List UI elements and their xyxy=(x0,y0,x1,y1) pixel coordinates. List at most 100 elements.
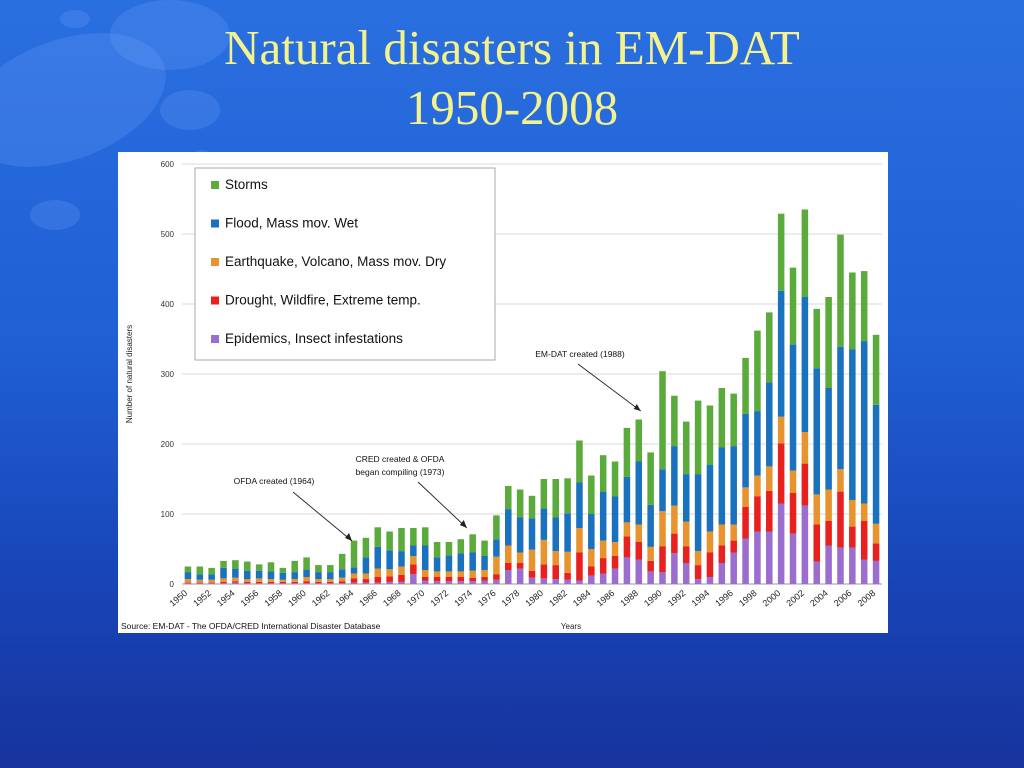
bar-segment xyxy=(350,582,358,584)
bar-segment xyxy=(457,571,465,577)
bar-segment xyxy=(588,575,595,584)
bar-segment xyxy=(611,542,619,556)
bar-segment xyxy=(849,526,856,548)
bar-segment xyxy=(564,478,571,514)
bar-segment xyxy=(682,521,690,547)
y-tick-label: 200 xyxy=(161,440,175,449)
bar-segment xyxy=(576,580,583,584)
bar-segment xyxy=(279,583,287,584)
bar-segment xyxy=(718,447,726,525)
legend-swatch xyxy=(211,181,219,189)
bar-segment xyxy=(362,582,370,584)
bar-segment xyxy=(623,536,631,558)
bar-segment xyxy=(754,411,761,476)
bar-segment xyxy=(516,552,524,563)
bar-segment xyxy=(208,582,215,584)
bar-segment xyxy=(540,508,548,540)
bar-segment xyxy=(849,547,856,584)
bar-segment xyxy=(611,461,619,497)
bar-segment xyxy=(232,577,239,582)
bar-segment xyxy=(184,572,192,580)
bar-segment xyxy=(789,344,797,471)
bar-segment xyxy=(635,524,643,542)
bar-segment xyxy=(754,531,761,584)
x-tick-label: 2002 xyxy=(784,588,806,609)
bar-segment xyxy=(742,413,749,488)
bar-segment xyxy=(718,388,726,448)
x-tick-label: 1986 xyxy=(595,588,617,609)
bar-segment xyxy=(232,581,239,583)
bar-segment xyxy=(552,579,559,584)
bar-segment xyxy=(255,564,263,571)
bar-segment xyxy=(493,574,500,580)
bar-segment xyxy=(671,553,678,584)
bar-segment xyxy=(516,517,524,553)
bar-segment xyxy=(196,582,204,584)
bar-segment xyxy=(540,564,548,579)
bar-segment xyxy=(516,489,524,518)
bar-segment xyxy=(623,427,631,477)
legend-label: Drought, Wildfire, Extreme temp. xyxy=(225,293,421,308)
bar-segment xyxy=(433,577,441,582)
y-tick-label: 500 xyxy=(161,230,175,239)
bar-segment xyxy=(184,583,192,584)
legend-label: Flood, Mass mov. Wet xyxy=(225,216,358,231)
bar-segment xyxy=(315,579,322,582)
bar-segment xyxy=(469,581,476,584)
annotation-arrowhead xyxy=(345,533,353,541)
bar-segment xyxy=(718,545,726,563)
bar-segment xyxy=(279,572,287,580)
bar-segment xyxy=(327,581,334,584)
bar-segment xyxy=(220,581,227,584)
bar-segment xyxy=(564,572,571,580)
bar-segment xyxy=(754,330,761,412)
bar-segment xyxy=(303,583,310,584)
bar-segment xyxy=(410,564,417,575)
bar-segment xyxy=(303,557,310,570)
bar-segment xyxy=(291,572,298,580)
bar-segment xyxy=(635,461,643,525)
bar-segment xyxy=(718,524,726,546)
bar-segment xyxy=(837,234,844,347)
bar-segment xyxy=(730,446,737,525)
bar-segment xyxy=(528,570,536,578)
bar-segment xyxy=(267,562,275,572)
bar-segment xyxy=(232,582,239,584)
bar-segment xyxy=(528,577,536,584)
bar-segment xyxy=(825,489,832,521)
bar-segment xyxy=(184,579,192,583)
y-tick-label: 100 xyxy=(161,510,175,519)
legend-label: Storms xyxy=(225,177,268,192)
bar-segment xyxy=(386,576,393,582)
bar-segment xyxy=(350,540,358,568)
bar-segment xyxy=(659,511,666,547)
bar-segment xyxy=(516,568,524,584)
bar-segment xyxy=(362,579,370,583)
bar-segment xyxy=(599,491,607,541)
bar-segment xyxy=(184,582,192,584)
bar-segment xyxy=(362,537,370,558)
bar-segment xyxy=(398,566,405,575)
x-tick-label: 2006 xyxy=(832,588,854,609)
bar-segment xyxy=(540,539,548,565)
y-tick-label: 600 xyxy=(161,160,175,169)
bar-segment xyxy=(386,550,393,570)
bar-segment xyxy=(291,560,298,573)
legend-swatch xyxy=(211,335,219,343)
bar-segment xyxy=(659,469,666,512)
bar-segment xyxy=(220,560,227,568)
bar-segment xyxy=(872,560,880,584)
bar-segment xyxy=(860,559,868,584)
bar-segment xyxy=(789,267,797,345)
bar-segment xyxy=(564,513,571,552)
annotation-label: began compiling (1973) xyxy=(356,467,445,477)
bar-segment xyxy=(671,395,678,447)
bar-segment xyxy=(398,551,405,567)
background-blob xyxy=(60,10,90,28)
bar-segment xyxy=(599,455,607,492)
bar-segment xyxy=(267,581,275,584)
bar-segment xyxy=(860,271,868,342)
bar-segment xyxy=(196,583,204,584)
bar-segment xyxy=(552,551,559,566)
